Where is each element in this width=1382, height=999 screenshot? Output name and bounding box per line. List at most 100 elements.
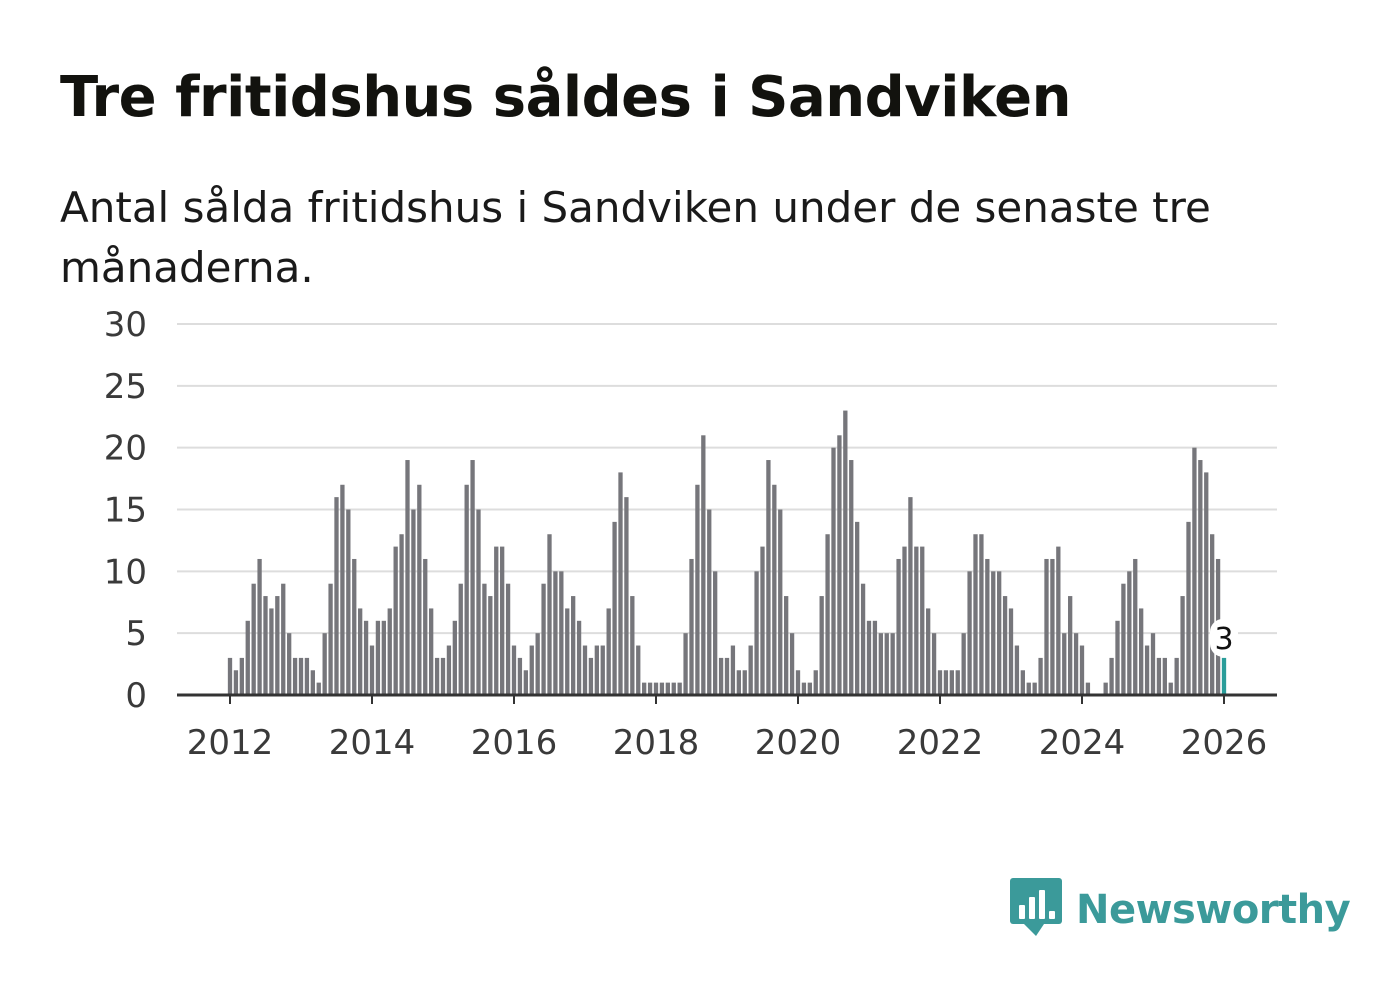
bar: [612, 521, 617, 695]
x-tick-label: 2026: [1181, 723, 1268, 763]
bar: [417, 484, 422, 695]
bar: [1180, 596, 1185, 695]
bar: [1109, 657, 1114, 695]
bar: [991, 571, 996, 695]
bar: [1168, 682, 1173, 695]
bar: [671, 682, 676, 695]
x-tick-label: 2012: [187, 723, 274, 763]
x-axis-labels: 2012 2014 2016 2018 2020 2022 2024 2026: [187, 723, 1268, 763]
bar: [1056, 546, 1061, 695]
bar: [636, 645, 641, 695]
bar: [997, 571, 1002, 695]
bar: [955, 670, 960, 695]
bar: [760, 546, 765, 695]
bar: [843, 410, 848, 695]
bar: [476, 509, 481, 695]
bar: [742, 670, 747, 695]
newsworthy-brand[interactable]: Newsworthy: [1010, 878, 1351, 942]
bar: [334, 497, 339, 695]
bar: [482, 583, 487, 695]
y-tick-label: 20: [104, 429, 147, 469]
bar: [511, 645, 517, 695]
bar: [452, 620, 457, 695]
bar: [263, 596, 268, 695]
bar: [257, 558, 262, 695]
bar: [748, 645, 753, 695]
bar: [813, 670, 818, 695]
bar: [393, 546, 398, 695]
x-tick-label: 2018: [613, 723, 700, 763]
bar: [943, 670, 949, 695]
bar: [1198, 460, 1203, 695]
bar: [1008, 608, 1014, 695]
bar: [860, 583, 866, 695]
bar: [778, 509, 783, 695]
bar: [1144, 645, 1150, 695]
bar: [369, 645, 375, 695]
bar: [470, 460, 475, 695]
bar: [375, 620, 381, 695]
bar: [837, 435, 842, 695]
bar: [683, 633, 688, 695]
y-tick-label: 5: [125, 614, 147, 654]
highlight-bar: [1221, 657, 1227, 695]
bar: [979, 534, 984, 695]
bar: [789, 633, 795, 695]
bar: [1121, 583, 1126, 695]
bar: [239, 657, 244, 695]
bar: [1038, 657, 1043, 695]
bar: [931, 633, 937, 695]
bar: [488, 596, 493, 695]
bar: [352, 558, 357, 695]
bar: [1150, 633, 1156, 695]
bar: [547, 534, 552, 695]
bar: [724, 657, 730, 695]
bar: [233, 670, 239, 695]
bar: [795, 670, 801, 695]
bar: [494, 546, 499, 695]
bar: [553, 571, 558, 695]
bar: [358, 608, 363, 695]
bar: [381, 620, 386, 695]
x-tick-label: 2014: [329, 723, 416, 763]
bar: [322, 633, 327, 695]
bar: [1002, 596, 1008, 695]
bar: [606, 608, 611, 695]
bar: [630, 596, 635, 695]
bar: [801, 682, 807, 695]
bar: [287, 633, 292, 695]
bar: [896, 558, 901, 695]
highlight-annotation: 3: [1210, 618, 1238, 657]
bar: [340, 484, 345, 695]
bar: [1204, 472, 1209, 695]
bar: [937, 670, 943, 695]
bar: [500, 546, 505, 695]
bar: [1139, 608, 1144, 695]
bar: [571, 596, 576, 695]
bar: [718, 657, 724, 695]
x-tick-label: 2016: [471, 723, 558, 763]
bar: [730, 645, 736, 695]
bar: [346, 509, 351, 695]
highlight-label-bg: [1210, 618, 1238, 657]
bar: [659, 682, 665, 695]
bar: [1174, 657, 1179, 695]
bar: [653, 682, 659, 695]
bar: [1073, 633, 1079, 695]
bar: [766, 460, 771, 695]
bar: [855, 521, 860, 695]
bar: [1032, 682, 1037, 695]
bar: [298, 657, 304, 695]
bar: [819, 596, 824, 695]
bar: [429, 608, 434, 695]
highlight-value-label: 3: [1214, 622, 1233, 657]
bar: [227, 657, 233, 695]
bar: [576, 620, 582, 695]
bar: [251, 583, 256, 695]
bar: [423, 558, 428, 695]
bar: [310, 670, 315, 695]
bar: [961, 633, 966, 695]
bar: [914, 546, 919, 695]
bar: [713, 571, 718, 695]
bar: [1156, 657, 1162, 695]
